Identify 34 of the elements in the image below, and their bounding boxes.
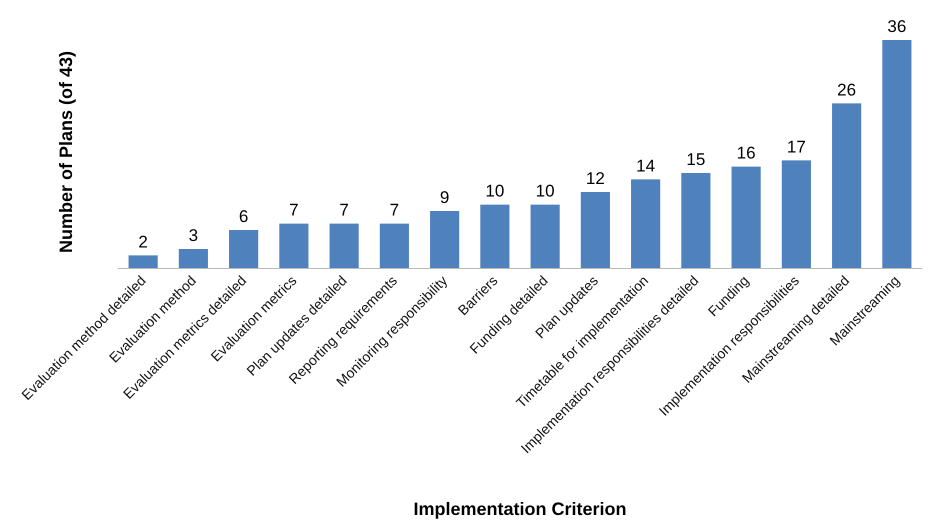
- data-label: 10: [536, 182, 555, 201]
- bar: [530, 204, 560, 268]
- data-label: 7: [289, 200, 299, 220]
- x-axis-title: Implementation Criterion: [413, 499, 627, 519]
- bar: [380, 224, 409, 268]
- bar: [882, 40, 912, 268]
- y-axis-title: Number of Plans (of 43): [56, 50, 76, 254]
- bar: [229, 230, 258, 268]
- bar: [128, 255, 158, 268]
- data-label: 12: [586, 169, 605, 188]
- bar: [832, 103, 862, 268]
- bar: [178, 249, 208, 268]
- data-label: 26: [837, 80, 856, 100]
- bar: [580, 192, 610, 268]
- bar: [330, 224, 359, 268]
- data-label: 15: [686, 150, 706, 169]
- data-label: 17: [786, 137, 806, 156]
- data-label: 16: [736, 144, 756, 163]
- bar: [430, 211, 460, 268]
- data-label: 3: [188, 226, 198, 245]
- bar: [631, 179, 660, 268]
- data-label: 2: [138, 232, 148, 252]
- bar: [681, 173, 710, 268]
- bar: [480, 204, 510, 268]
- bar: [279, 224, 308, 268]
- data-label: 10: [485, 182, 504, 201]
- data-label: 9: [440, 188, 450, 207]
- data-label: 7: [339, 200, 349, 220]
- bar: [782, 160, 811, 268]
- data-label: 6: [238, 207, 248, 226]
- bar: [732, 166, 761, 268]
- data-label: 14: [636, 156, 656, 176]
- data-label: 36: [887, 17, 906, 36]
- data-label: 7: [390, 200, 400, 220]
